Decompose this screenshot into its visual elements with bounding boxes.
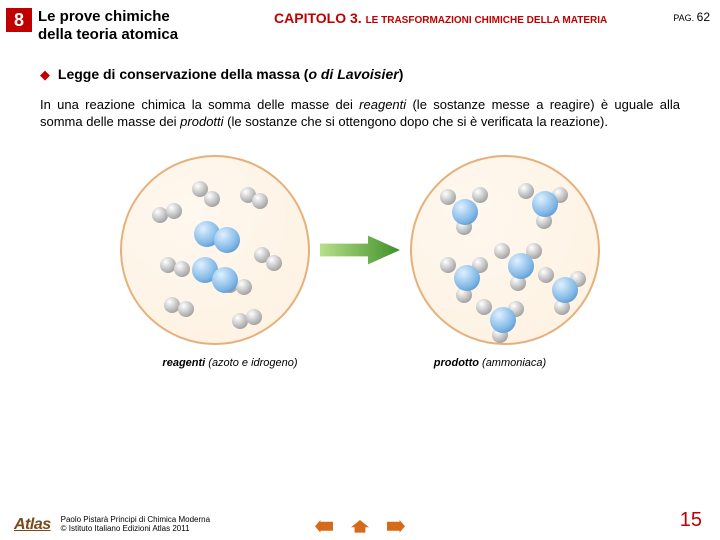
hydrogen-atom: [472, 187, 488, 203]
page-number: 62: [697, 10, 710, 24]
credits: Paolo Pistarà Principi di Chimica Modern…: [61, 516, 210, 534]
logo-text: Atlas: [14, 516, 51, 533]
caption-product: prodotto (ammoniaca): [373, 357, 607, 369]
law-title-close: ): [399, 66, 404, 82]
nitrogen-atom: [214, 227, 240, 253]
hydrogen-atom: [266, 255, 282, 271]
hydrogen-atom: [204, 191, 220, 207]
reagents-circle: [120, 155, 310, 345]
hydrogen-atom: [440, 189, 456, 205]
diagram-captions: reagenti (azoto e idrogeno) prodotto (am…: [40, 353, 680, 369]
nitrogen-atom: [490, 307, 516, 333]
hydrogen-atom: [252, 193, 268, 209]
law-title-bold: Legge di conservazione della massa (: [58, 66, 309, 82]
nitrogen-atom: [552, 277, 578, 303]
bullet-icon: ◆: [40, 67, 50, 82]
hydrogen-atom: [476, 299, 492, 315]
publisher-logo: Atlas: [14, 516, 51, 534]
slide-number: 15: [680, 509, 702, 532]
header: 8 Le prove chimiche della teoria atomica…: [0, 0, 720, 48]
hydrogen-atom: [166, 203, 182, 219]
chapter-title: CAPITOLO 3. LE TRASFORMAZIONI CHIMICHE D…: [208, 8, 673, 26]
hydrogen-atom: [178, 301, 194, 317]
caption-reagents-bold: reagenti: [162, 357, 205, 369]
nitrogen-atom: [532, 191, 558, 217]
body-pre: In una reazione chimica la somma delle m…: [40, 97, 359, 112]
section-title: Le prove chimiche della teoria atomica: [38, 8, 208, 44]
credit-line2: © Istituto Italiano Edizioni Atlas 2011: [61, 525, 210, 534]
body-reagenti: reagenti: [359, 97, 406, 112]
slide-nav: [315, 520, 405, 534]
nitrogen-atom: [508, 253, 534, 279]
nav-home-icon[interactable]: [351, 520, 369, 534]
caption-product-bold: prodotto: [434, 357, 479, 369]
nitrogen-atom: [212, 267, 238, 293]
hydrogen-atom: [494, 243, 510, 259]
section-title-line2: della teoria atomica: [38, 26, 178, 43]
law-title-italic: o di Lavoisier: [308, 66, 398, 82]
reaction-diagram: [40, 155, 680, 345]
caption-product-rest: (ammoniaca): [479, 357, 546, 369]
nav-prev-icon[interactable]: [315, 520, 333, 534]
hydrogen-atom: [538, 267, 554, 283]
hydrogen-atom: [518, 183, 534, 199]
chapter-label: CAPITOLO 3.: [274, 10, 362, 26]
nitrogen-atom: [452, 199, 478, 225]
content: ◆ Legge di conservazione della massa (o …: [0, 48, 720, 369]
nav-next-icon[interactable]: [387, 520, 405, 534]
hydrogen-atom: [236, 279, 252, 295]
hydrogen-atom: [174, 261, 190, 277]
caption-reagents-rest: (azoto e idrogeno): [205, 357, 297, 369]
body-prodotti: prodotti: [180, 114, 223, 129]
products-circle: [410, 155, 600, 345]
caption-reagents: reagenti (azoto e idrogeno): [113, 357, 347, 369]
chapter-number-box: 8: [6, 8, 32, 32]
body-post: (le sostanze che si ottengono dopo che s…: [224, 114, 608, 129]
nitrogen-atom: [454, 265, 480, 291]
law-title: ◆ Legge di conservazione della massa (o …: [40, 66, 680, 83]
section-title-line1: Le prove chimiche: [38, 8, 170, 25]
body-text: In una reazione chimica la somma delle m…: [40, 97, 680, 131]
reaction-arrow-icon: [320, 232, 400, 268]
page-reference: PAG. 62: [673, 8, 710, 24]
hydrogen-atom: [246, 309, 262, 325]
page-label: PAG.: [673, 13, 694, 23]
chapter-subtitle: LE TRASFORMAZIONI CHIMICHE DELLA MATERIA: [366, 15, 608, 26]
hydrogen-atom: [440, 257, 456, 273]
